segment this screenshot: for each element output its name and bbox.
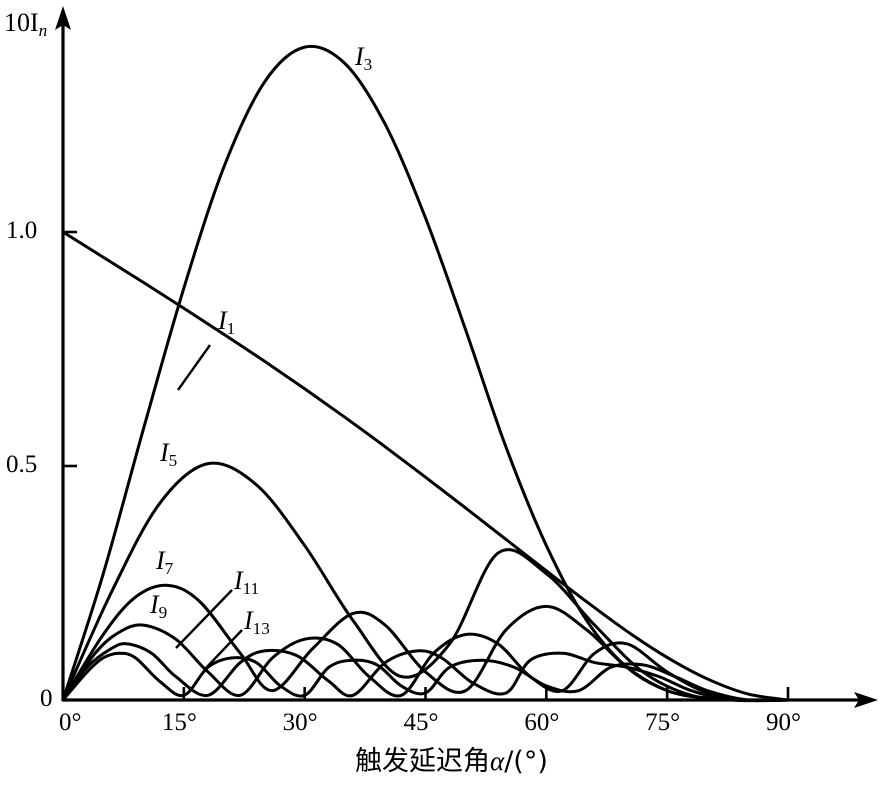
x-tick-label: 30° [282, 709, 318, 736]
x-axis-title: 触发延迟角α/(°) [355, 746, 548, 777]
x-tick-label: 15° [161, 709, 197, 736]
curves-group [61, 44, 790, 703]
curve-label-i1: I1 [218, 308, 235, 337]
x-axis-title-text: 触发延迟角 [355, 746, 490, 777]
curve-label-order: 3 [363, 54, 373, 74]
curve-label-order: 13 [252, 618, 270, 638]
curve-label-symbol: I [244, 606, 253, 635]
curve-label-symbol: I [150, 590, 159, 619]
curve-i11 [61, 642, 790, 703]
leader-line [177, 344, 211, 391]
y-axis-title: 10In [4, 10, 47, 39]
y-tick-label: 0 [40, 685, 53, 712]
leader-lines-group [175, 344, 243, 669]
curve-label-order: 11 [242, 578, 260, 598]
x-axis-title-variable: α [490, 746, 505, 776]
curve-i13 [61, 651, 790, 703]
x-tick-label: 75° [645, 709, 681, 736]
curve-label-symbol: I [355, 42, 364, 71]
curve-label-i5: I5 [160, 440, 177, 469]
curve-label-i7: I7 [156, 548, 173, 577]
y-axis-title-main: 10I [4, 8, 39, 37]
curve-label-symbol: I [156, 546, 165, 575]
curve-i9 [61, 623, 790, 703]
curve-label-order: 5 [168, 450, 178, 470]
x-tick-label: 60° [524, 709, 560, 736]
curve-label-symbol: I [234, 566, 243, 595]
curve-label-order: 9 [158, 602, 168, 622]
x-tick-label: 90° [766, 709, 801, 736]
curve-label-order: 1 [226, 318, 236, 338]
curve-label-i3: I3 [355, 44, 372, 73]
x-axis-arrow-icon [854, 692, 878, 708]
x-tick-label: 45° [403, 709, 439, 736]
curve-label-symbol: I [160, 438, 169, 467]
y-axis-title-subscript: n [38, 20, 48, 40]
curve-label-i13: I13 [244, 608, 270, 637]
curve-label-order: 7 [164, 558, 174, 578]
x-axis-title-unit: /(°) [504, 746, 548, 777]
curve-i3 [61, 44, 790, 702]
curve-i1 [61, 230, 790, 702]
curve-label-symbol: I [218, 306, 227, 335]
curve-i7 [61, 583, 790, 702]
x-tick-label: 0° [59, 709, 82, 736]
leader-line [205, 629, 243, 669]
axes-group [55, 6, 878, 708]
y-tick-label: 0.5 [6, 451, 38, 478]
curve-label-i11: I11 [234, 568, 259, 597]
leader-line [175, 589, 233, 649]
y-axis-arrow-icon [55, 6, 71, 30]
curve-label-i9: I9 [150, 592, 167, 621]
curve-i5 [61, 461, 790, 702]
y-tick-label: 1.0 [6, 217, 38, 244]
